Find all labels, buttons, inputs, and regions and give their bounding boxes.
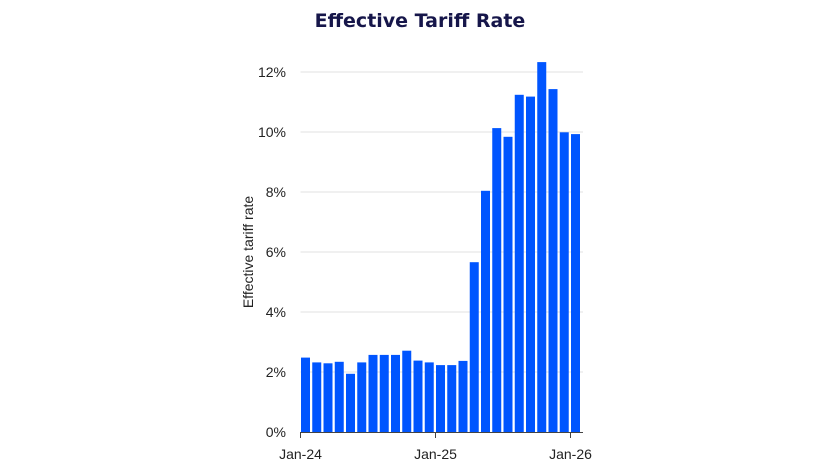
- bar: [571, 134, 580, 432]
- bar: [469, 262, 479, 432]
- bar: [301, 357, 310, 432]
- bar: [548, 89, 558, 432]
- bar: [323, 363, 333, 432]
- y-tick-label: 2%: [266, 364, 286, 380]
- bar: [537, 62, 547, 432]
- x-tick-label: Jan-25: [414, 446, 457, 462]
- y-tick-label: 8%: [266, 184, 286, 200]
- bar: [526, 96, 535, 432]
- bar: [514, 94, 524, 433]
- y-tick-label: 12%: [258, 64, 286, 80]
- bar: [559, 132, 569, 433]
- x-tick-label: Jan-26: [549, 446, 592, 462]
- bar: [379, 354, 389, 432]
- bar: [458, 360, 468, 432]
- bar: [334, 361, 344, 432]
- bar: [357, 362, 367, 432]
- bar: [492, 128, 502, 432]
- bar: [368, 354, 378, 432]
- bar: [391, 354, 400, 432]
- bar: [481, 190, 490, 432]
- bar: [312, 362, 322, 432]
- bar: [346, 373, 355, 432]
- y-axis-label: Effective tariff rate: [240, 196, 256, 309]
- chart-title: Effective Tariff Rate: [314, 10, 526, 32]
- y-tick-label: 6%: [266, 244, 286, 260]
- y-tick-label: 0%: [266, 424, 286, 440]
- bar: [402, 350, 412, 432]
- bar: [424, 362, 434, 432]
- bar: [413, 360, 423, 432]
- y-tick-label: 10%: [258, 124, 286, 140]
- bar: [447, 365, 457, 432]
- bar: [436, 365, 445, 432]
- y-tick-label: 4%: [266, 304, 286, 320]
- bar: [503, 136, 513, 433]
- x-tick-label: Jan-24: [279, 446, 322, 462]
